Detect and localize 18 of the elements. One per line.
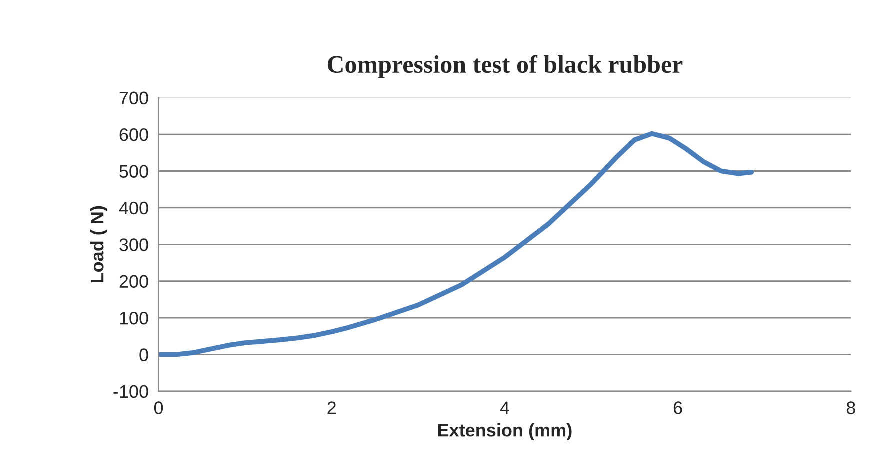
y-tick-label: 600: [120, 128, 148, 142]
x-tick-label: 8: [846, 402, 856, 414]
y-tick-label: 100: [120, 312, 148, 325]
x-tick-label: 0: [154, 402, 164, 414]
y-tick-label: 700: [120, 92, 148, 105]
y-tick-label: -100: [114, 385, 148, 398]
line-series: [158, 131, 754, 358]
x-axis-title: Extension (mm): [438, 424, 572, 440]
x-tick-label: 2: [328, 402, 336, 414]
y-tick-label: 200: [120, 275, 148, 288]
y-tick-label: 500: [120, 165, 148, 178]
x-tick-label: 6: [674, 402, 682, 414]
chart-title: Compression test of black rubber: [328, 55, 683, 78]
y-tick-label: 0: [140, 348, 148, 362]
y-axis-title: Load ( N): [90, 206, 108, 283]
y-tick-label: 300: [120, 238, 148, 252]
x-tick-label: 4: [500, 402, 510, 414]
y-tick-label: 400: [119, 202, 148, 215]
